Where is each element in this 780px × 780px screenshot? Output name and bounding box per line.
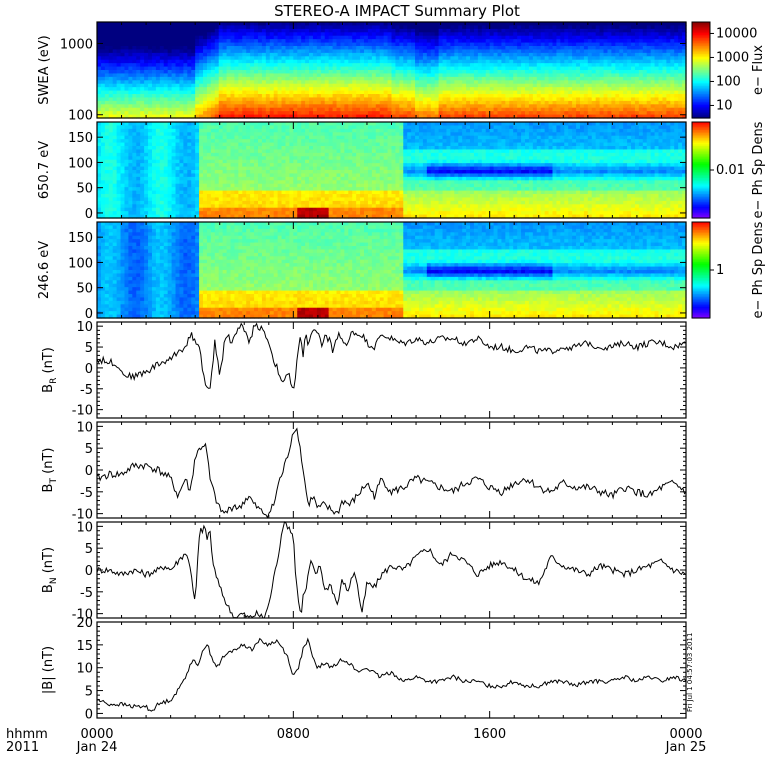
colorbar-frame	[691, 21, 711, 119]
colorbar-tick-label: 10	[716, 98, 733, 113]
y-tick-label: 100	[68, 109, 93, 124]
x-tick-label: 0000	[669, 727, 702, 742]
y-tick-label: 100	[68, 256, 93, 271]
panel-bt: -10 -5 0 5 10 BT (nT)	[41, 420, 687, 523]
colorbar-tick-label: 10000	[716, 26, 757, 41]
y-tick-label: 10	[76, 420, 93, 435]
y-tick-label: -5	[80, 586, 93, 601]
x-tick-label: 0800	[277, 727, 310, 742]
y-tick-label: 150	[68, 231, 93, 246]
x-tick-date: Jan 25	[665, 740, 707, 755]
y-axis-label: BT (nT)	[41, 448, 59, 493]
colorbar-swea: 10 100 1000 10000 e− Flux	[691, 21, 766, 119]
y-axis-label: 650.7 eV	[37, 141, 52, 199]
y-tick-label: 5	[85, 542, 93, 557]
y-tick-label: 10	[76, 520, 93, 535]
y-axis-label: |B| (nT)	[41, 646, 56, 694]
y-tick-label: 0	[85, 707, 93, 722]
y-tick-label: -5	[80, 486, 93, 501]
y-tick-label: 1000	[60, 37, 93, 52]
y-axis-label: SWEA (eV)	[37, 35, 52, 104]
panel-bn: -10 -5 0 5 10 BN (nT)	[41, 520, 687, 623]
heatmap-swea	[97, 22, 687, 119]
colorbar-tick-label: 1	[716, 263, 724, 278]
y-tick-label: 0	[85, 464, 93, 479]
y-tick-label: 0	[85, 362, 93, 377]
y-tick-label: 5	[85, 685, 93, 700]
colorbar-pad650: 0.01 e− Ph Sp Dens	[691, 121, 766, 219]
y-tick-label: 50	[76, 182, 93, 197]
y-tick-label: 5	[85, 442, 93, 457]
y-tick-label: 10	[76, 320, 93, 335]
heatmap-pad246	[97, 222, 687, 319]
y-tick-label: 10	[76, 662, 93, 677]
y-tick-label: 20	[76, 616, 93, 631]
series-line-bn	[96, 521, 687, 619]
y-axis-label: BR (nT)	[41, 347, 59, 393]
y-tick-label: 15	[76, 639, 93, 654]
x-tick-date: Jan 24	[76, 740, 118, 755]
y-tick-label: -5	[80, 383, 93, 398]
y-tick-label: -10	[72, 608, 93, 623]
colorbar-tick-label: 100	[716, 74, 741, 89]
panel-br: -10 -5 0 5 10 BR (nT)	[41, 320, 687, 419]
y-tick-label: 0	[85, 307, 93, 322]
x-tick-label: 1600	[473, 727, 506, 742]
series-line-bmag	[96, 637, 687, 712]
panel-bmag: 0 5 10 15 20 |B| (nT)	[41, 616, 687, 722]
panel-frame	[96, 621, 687, 719]
colorbar-pad246: 1 e− Ph Sp Dens	[691, 221, 766, 319]
heatmap-pad650	[97, 122, 687, 219]
y-axis-label: BN (nT)	[41, 547, 59, 593]
panel-frame	[96, 421, 687, 519]
colorbar-label: e− Ph Sp Dens	[751, 121, 766, 218]
y-tick-label: 100	[68, 156, 93, 171]
colorbar-label: e− Flux	[751, 45, 766, 95]
timestamp-stamp: Fri Jul 1 04:57:03 2011	[686, 633, 694, 712]
x-year-label: 2011	[6, 740, 39, 755]
y-tick-label: 0	[85, 564, 93, 579]
y-tick-label: 50	[76, 282, 93, 297]
y-axis-label: 246.6 eV	[37, 241, 52, 299]
series-line-br	[96, 322, 687, 389]
panel-pad246: 1 e− Ph Sp Dens 0 50 100 150 246.6 eV	[37, 221, 766, 322]
colorbar-tick-label: 1000	[716, 50, 749, 65]
colorbar-label: e− Ph Sp Dens	[751, 221, 766, 318]
panel-pad650: 0.01 e− Ph Sp Dens 0 50 100 150 650.7 eV	[37, 121, 766, 222]
series-line-bt	[96, 427, 687, 519]
y-tick-label: -10	[72, 508, 93, 523]
colorbar-tick-label: 0.01	[716, 163, 745, 178]
y-tick-label: -10	[72, 404, 93, 419]
y-tick-label: 150	[68, 131, 93, 146]
chart-title: STEREO-A IMPACT Summary Plot	[274, 2, 520, 20]
panel-swea: 10 100 1000 10000 e− Flux 100 1000 SWEA (eV)	[37, 21, 766, 124]
y-tick-label: 5	[85, 341, 93, 356]
x-tick-label: 0000	[80, 727, 113, 742]
y-tick-label: 0	[85, 207, 93, 222]
x-format-label: hhmm	[6, 727, 48, 742]
